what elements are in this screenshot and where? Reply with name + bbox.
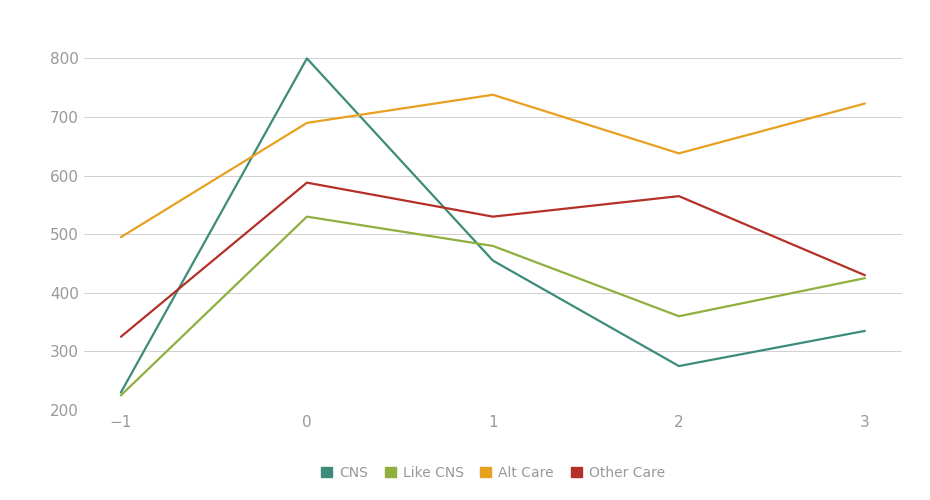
CNS xyxy=(301,56,312,62)
Other Care xyxy=(487,214,498,220)
Like CNS xyxy=(115,392,126,398)
Other Care xyxy=(115,334,126,340)
Like CNS xyxy=(859,275,870,281)
Other Care xyxy=(301,180,312,186)
CNS xyxy=(859,328,870,334)
Like CNS xyxy=(487,243,498,249)
Line: Alt Care: Alt Care xyxy=(121,95,865,237)
Like CNS xyxy=(673,313,684,319)
Legend: CNS, Like CNS, Alt Care, Other Care: CNS, Like CNS, Alt Care, Other Care xyxy=(315,460,671,485)
Alt Care xyxy=(487,92,498,98)
Line: CNS: CNS xyxy=(121,58,865,392)
Alt Care xyxy=(859,100,870,106)
Line: Other Care: Other Care xyxy=(121,182,865,337)
Alt Care xyxy=(673,150,684,156)
Line: Like CNS: Like CNS xyxy=(121,216,865,396)
Like CNS xyxy=(301,214,312,220)
CNS xyxy=(115,390,126,396)
CNS xyxy=(487,258,498,264)
Alt Care xyxy=(115,234,126,240)
Alt Care xyxy=(301,120,312,126)
CNS xyxy=(673,363,684,369)
Other Care xyxy=(673,193,684,199)
Other Care xyxy=(859,272,870,278)
